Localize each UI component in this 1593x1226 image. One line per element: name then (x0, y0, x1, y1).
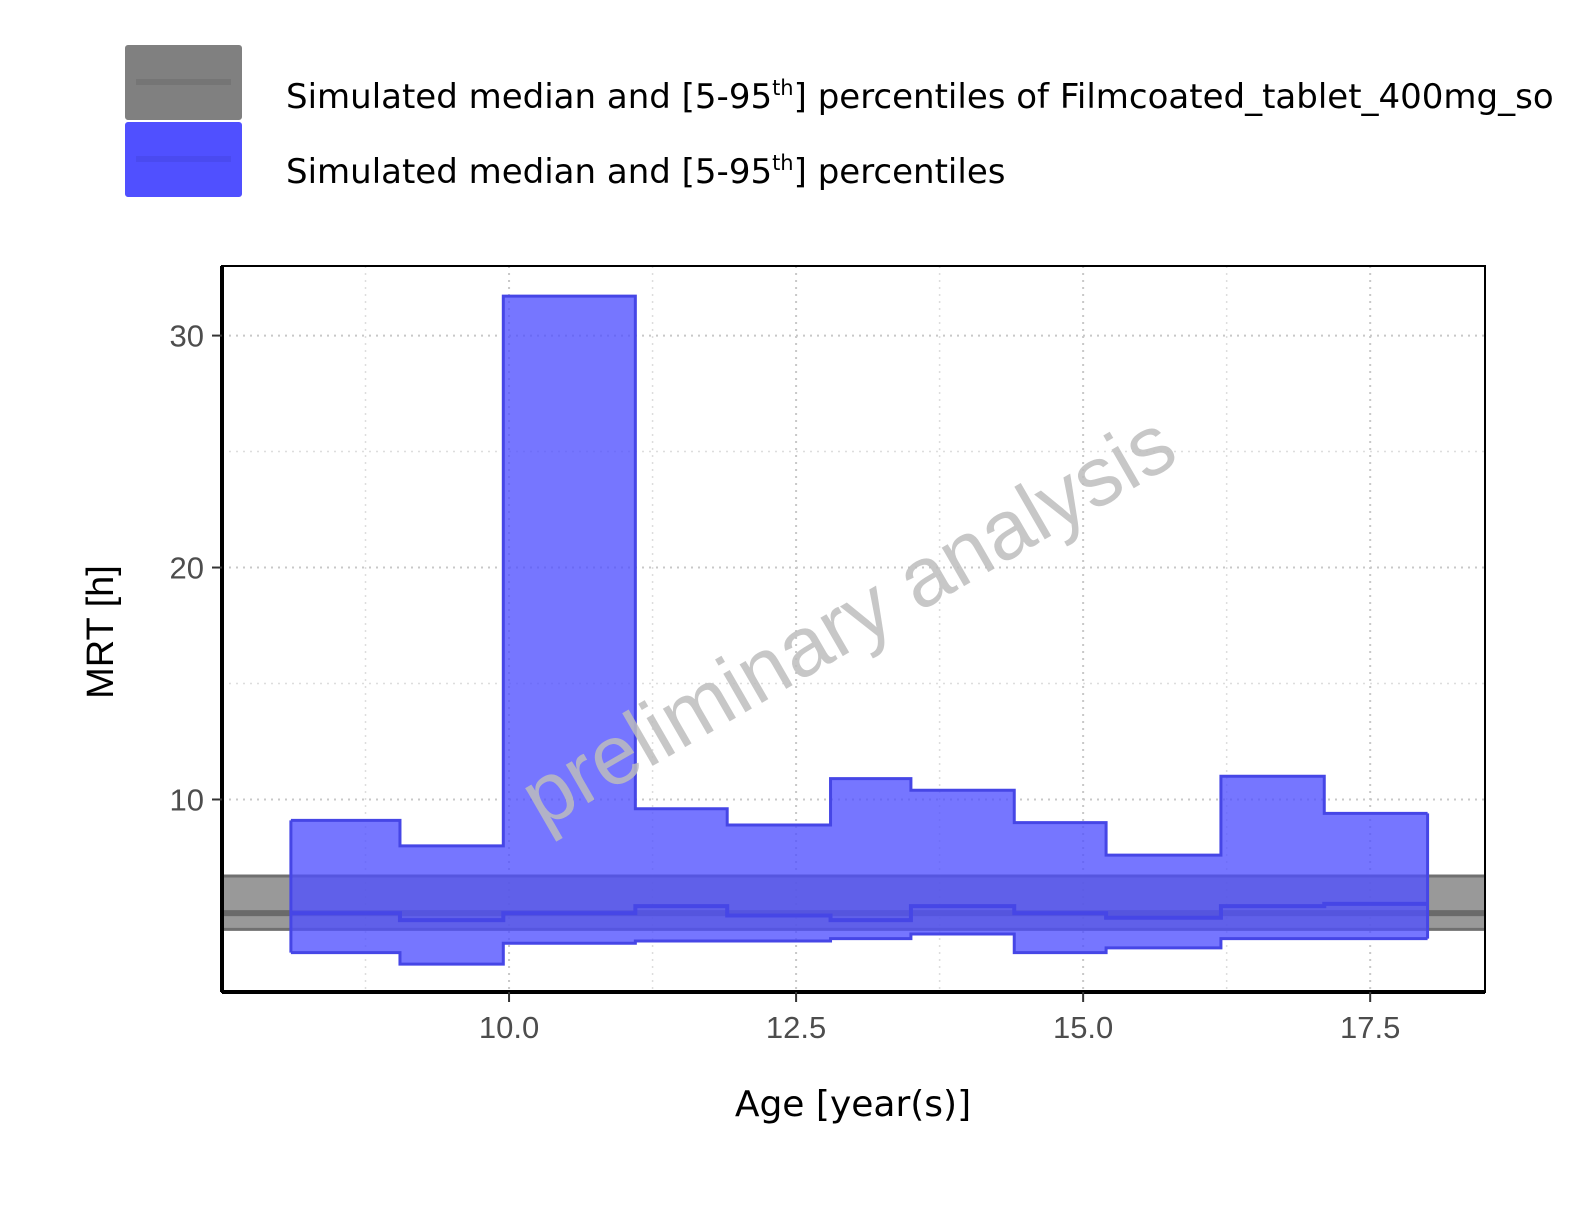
legend-superscript: th (772, 76, 794, 100)
simulation-p5-line (290, 932, 1428, 966)
y-axis-title: MRT [h] (80, 565, 122, 699)
x-tick-label: 10.0 (479, 1010, 539, 1045)
x-tick-label: 15.0 (1053, 1010, 1113, 1045)
y-tick-label: 10 (170, 782, 204, 817)
legend-entry-simulation: Simulated median and [5-95th] percentile… (125, 122, 1005, 197)
y-tick-label: 30 (170, 319, 204, 354)
legend-superscript: th (772, 151, 794, 175)
plot-area: 10.0 12.5 15.0 17.5 10 20 30 (170, 265, 1486, 1045)
simulation-percentile-band (290, 296, 1428, 965)
tick-labels: 10.0 12.5 15.0 17.5 10 20 30 (170, 319, 1401, 1045)
legend-entry-reference: Simulated median and [5-95th] percentile… (125, 45, 1554, 120)
axes (220, 265, 1486, 994)
legend: Simulated median and [5-95th] percentile… (125, 45, 1554, 197)
x-axis-title: Age [year(s)] (735, 1084, 971, 1125)
simulation-median-line (290, 901, 1428, 923)
legend-label-reference: Simulated median and [5-95th] percentile… (286, 76, 1554, 117)
legend-label-simulation: Simulated median and [5-95th] percentile… (286, 151, 1005, 192)
x-tick-label: 17.5 (1340, 1010, 1400, 1045)
y-tick-label: 20 (170, 551, 204, 586)
simulation-band (289, 294, 1430, 966)
x-tick-label: 12.5 (766, 1010, 826, 1045)
simulation-p95-line (290, 294, 1428, 857)
